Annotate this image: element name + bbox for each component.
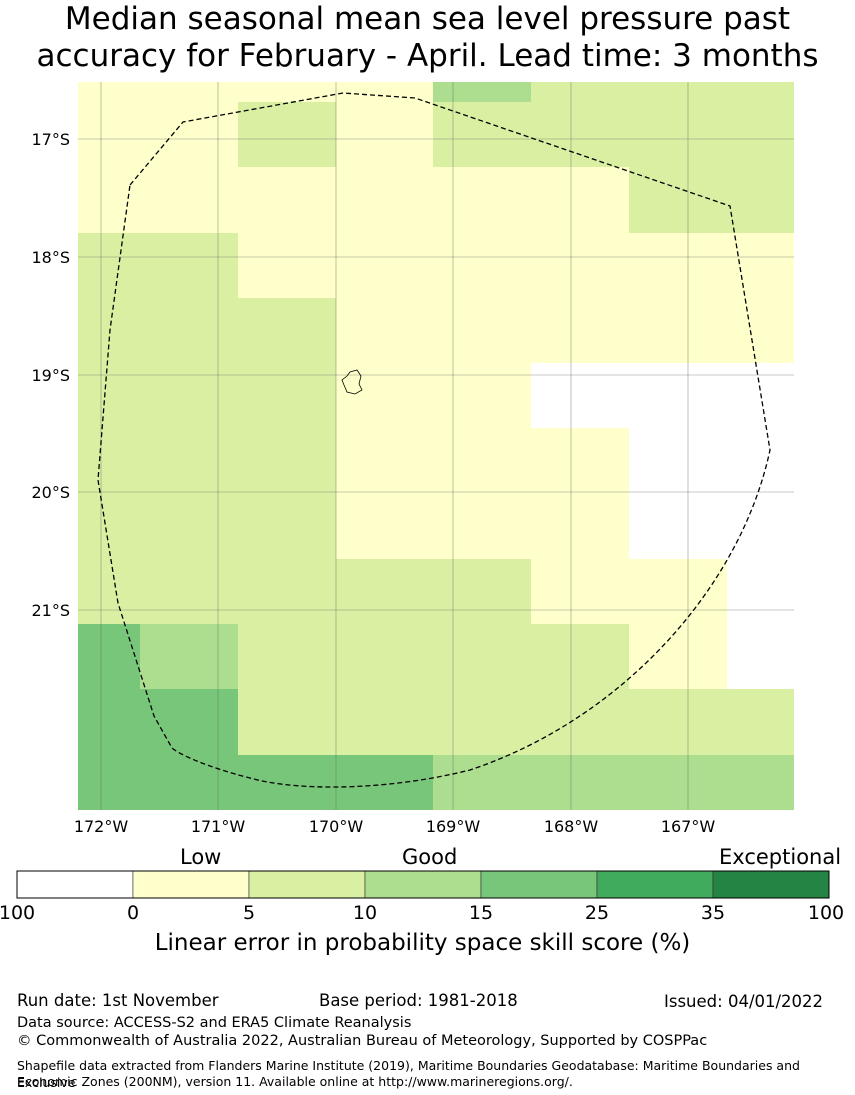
lon-label: 168°W xyxy=(544,817,599,836)
shapefile-note-2: Economic Zones (200NM), version 11. Avai… xyxy=(17,1074,573,1089)
grid-cell-good xyxy=(629,167,794,233)
eez-boundary xyxy=(97,92,771,788)
lon-label: 167°W xyxy=(661,817,716,836)
graticule xyxy=(78,82,794,810)
colorbar-tick: 25 xyxy=(584,902,610,924)
run-date: Run date: 1st November xyxy=(17,991,219,1010)
lat-labels: 17°S 18°S 19°S 20°S 21°S xyxy=(31,130,70,620)
grid-cell-medium-good xyxy=(433,755,794,810)
lat-label: 20°S xyxy=(31,483,70,502)
grid-cell-good xyxy=(531,82,794,167)
grid-cell-very-good xyxy=(78,624,140,689)
grid-cell-medium-good xyxy=(433,82,531,102)
title-line-1: Median seasonal mean sea level pressure … xyxy=(64,1,791,37)
data-source: Data source: ACCESS-S2 and ERA5 Climate … xyxy=(17,1015,412,1031)
grid-cell-good xyxy=(238,689,794,755)
copyright: © Commonwealth of Australia 2022, Austra… xyxy=(17,1033,708,1049)
colorbar xyxy=(16,870,830,899)
lon-label: 172°W xyxy=(74,817,129,836)
colorbar-tick: 10 xyxy=(352,902,378,924)
colorbar-tick: 35 xyxy=(700,902,726,924)
colorbar-swatch xyxy=(16,870,134,899)
colorbar-swatch xyxy=(364,870,482,899)
grid-cell-good xyxy=(238,102,336,167)
grid-cell-good xyxy=(238,298,336,624)
lat-label: 18°S xyxy=(31,248,70,267)
lat-label: 21°S xyxy=(31,601,70,620)
lon-label: 169°W xyxy=(426,817,481,836)
title-line-2: accuracy for February - April. Lead time… xyxy=(36,38,819,74)
colorbar-tick: 100 xyxy=(807,902,845,924)
lat-label: 17°S xyxy=(31,130,70,149)
grid-cell-negative xyxy=(727,559,794,689)
skill-grid xyxy=(78,82,794,810)
colorbar-swatch xyxy=(248,870,366,899)
grid-cell-good xyxy=(238,624,629,689)
grid-cell-very-good xyxy=(238,755,433,810)
legend-category-exceptional: Exceptional xyxy=(719,845,842,869)
grid-cell-good xyxy=(78,233,238,624)
colorbar-tick: 5 xyxy=(242,902,256,924)
grid-cell-good xyxy=(336,559,531,624)
colorbar-axis-label: Linear error in probability space skill … xyxy=(154,930,691,956)
legend-category-low: Low xyxy=(180,845,222,869)
base-period: Base period: 1981-2018 xyxy=(319,991,518,1010)
grid-cell-negative xyxy=(531,363,794,428)
grid-cell-very-good xyxy=(78,689,238,810)
colorbar-tick: 15 xyxy=(468,902,494,924)
legend-category-good: Good xyxy=(402,845,458,869)
colorbar-tick: 100 xyxy=(0,902,36,924)
grid-cell-good xyxy=(433,102,531,167)
colorbar-frame xyxy=(16,870,830,899)
niue-island-outline xyxy=(341,369,363,395)
grid-cell-negative xyxy=(629,428,794,559)
colorbar-swatch xyxy=(596,870,714,899)
colorbar-swatch xyxy=(132,870,250,899)
shapefile-note-1: Shapefile data extracted from Flanders M… xyxy=(17,1058,800,1090)
grid-cell-medium-good xyxy=(140,624,238,689)
colorbar-swatch xyxy=(480,870,598,899)
lon-labels: 172°W 171°W 170°W 169°W 168°W 167°W xyxy=(74,817,716,836)
colorbar-tick: 0 xyxy=(126,902,140,924)
issued-date: Issued: 04/01/2022 xyxy=(664,992,824,1011)
colorbar-swatch xyxy=(712,870,830,899)
lat-label: 19°S xyxy=(31,366,70,385)
lon-label: 171°W xyxy=(191,817,246,836)
lon-label: 170°W xyxy=(309,817,364,836)
